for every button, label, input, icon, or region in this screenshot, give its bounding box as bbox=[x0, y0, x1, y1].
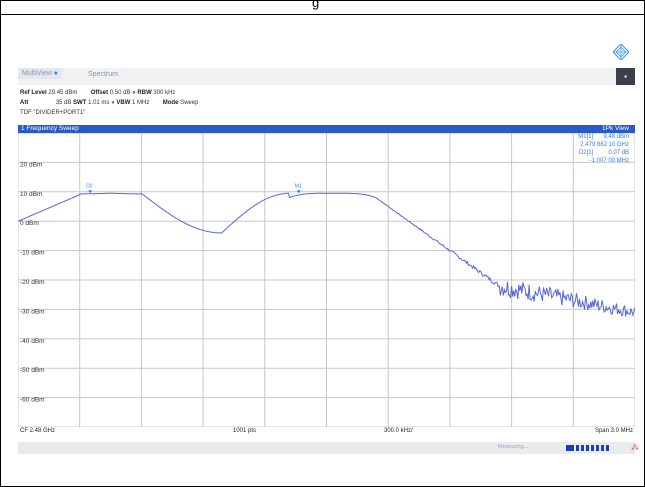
ref-level-value: 29.45 dBm bbox=[48, 90, 78, 96]
link-dot-icon: ● bbox=[132, 90, 136, 96]
center-frequency: CF 2.48 GHz bbox=[20, 428, 56, 434]
header-glyph: g bbox=[312, 0, 320, 10]
swt-label: SWT bbox=[73, 100, 87, 106]
marker-m1-icon bbox=[296, 190, 301, 194]
vbw-label: VBW bbox=[116, 100, 131, 106]
d2-level: 0.07 dB bbox=[608, 150, 629, 156]
y-tick-label: -50 dBm bbox=[20, 367, 45, 374]
rbw-value: 300 kHz bbox=[153, 90, 176, 96]
y-tick-label: -60 dBm bbox=[20, 397, 45, 404]
y-tick-label: -10 dBm bbox=[20, 250, 45, 257]
link-dot-icon: ● bbox=[111, 100, 115, 106]
status-bar: Measuring... ⁂ bbox=[18, 442, 639, 454]
d2-name: D2[1] bbox=[578, 150, 594, 156]
y-tick-label: 10 dBm bbox=[20, 191, 42, 198]
marker-m1-label: M1 bbox=[295, 183, 302, 189]
tab-bar: MultiView ● Spectrum bbox=[18, 68, 635, 85]
mode-value: Sweep bbox=[180, 100, 199, 106]
marker-d2-label: D2 bbox=[86, 183, 93, 189]
tab-active-dot-icon: ● bbox=[53, 70, 59, 77]
sweep-title-bar: 1 Frequency Sweep 1Pk View bbox=[18, 125, 635, 133]
status-warning-icon[interactable]: ⁂ bbox=[631, 443, 639, 452]
parameter-panel: Ref Level 29.45 dBm Offset 0.50 dB ● RBW… bbox=[20, 88, 198, 118]
mode-label: Mode bbox=[162, 100, 179, 106]
marker-d2-icon bbox=[88, 190, 93, 194]
spectrum-plot-svg: 20 dBm 10 dBm 0 dBm -10 dBm -20 dBm -30 dBm -4… bbox=[18, 133, 635, 427]
tab-spectrum[interactable]: Spectrum bbox=[88, 71, 118, 78]
spectrum-trace bbox=[18, 192, 635, 318]
view-label: 1Pk View bbox=[602, 125, 629, 132]
offset-value: 0.50 dB bbox=[109, 90, 131, 96]
y-tick-label: -20 dBm bbox=[20, 279, 45, 286]
m1-frequency: 2.479 862 10 GHz bbox=[580, 142, 629, 148]
y-tick-label: -30 dBm bbox=[20, 308, 45, 315]
progress-bars-icon bbox=[566, 445, 609, 451]
div-per-div: 300.0 kHz/ bbox=[384, 428, 413, 434]
offset-label: Offset bbox=[90, 90, 109, 96]
rbw-label: RBW bbox=[137, 90, 152, 96]
tdf-label: TDF "DIVIDER+PORT1" bbox=[20, 110, 86, 116]
toggle-panel-button[interactable]: ▪ bbox=[616, 68, 635, 85]
y-tick-label: -40 dBm bbox=[20, 338, 45, 345]
tab-multiview-label: MultiView bbox=[22, 70, 52, 77]
span-value: Span 3.0 MHz bbox=[594, 428, 633, 434]
y-tick-label: 0 dBm bbox=[20, 220, 39, 227]
sweep-title: 1 Frequency Sweep bbox=[21, 125, 79, 132]
m1-name: M1[1] bbox=[578, 134, 594, 140]
top-divider bbox=[0, 14, 645, 15]
rs-logo-icon bbox=[613, 44, 629, 60]
status-text: Measuring... bbox=[498, 444, 529, 450]
ref-level-label: Ref Level bbox=[20, 90, 47, 96]
marker-table: M1[1] 9.48 dBm 2.479 862 10 GHz D2[1] 0.… bbox=[578, 133, 629, 165]
bottom-axis-bar: CF 2.48 GHz 1001 pts 300.0 kHz/ Span 3.0… bbox=[18, 427, 635, 436]
tab-multiview[interactable]: MultiView ● bbox=[18, 68, 63, 79]
m1-level: 9.48 dBm bbox=[603, 134, 629, 140]
att-label: Att bbox=[20, 100, 29, 106]
d2-frequency: -1.007 00 MHz bbox=[589, 158, 629, 164]
spectrum-plot[interactable]: 20 dBm 10 dBm 0 dBm -10 dBm -20 dBm -30 dBm -4… bbox=[18, 133, 635, 427]
y-tick-label: 20 dBm bbox=[20, 161, 42, 168]
vbw-value: 1 MHz bbox=[132, 100, 150, 106]
att-value: 35 dB bbox=[55, 100, 72, 106]
points-count: 1001 pts bbox=[233, 428, 257, 434]
swt-value: 1.01 ms bbox=[88, 100, 110, 106]
